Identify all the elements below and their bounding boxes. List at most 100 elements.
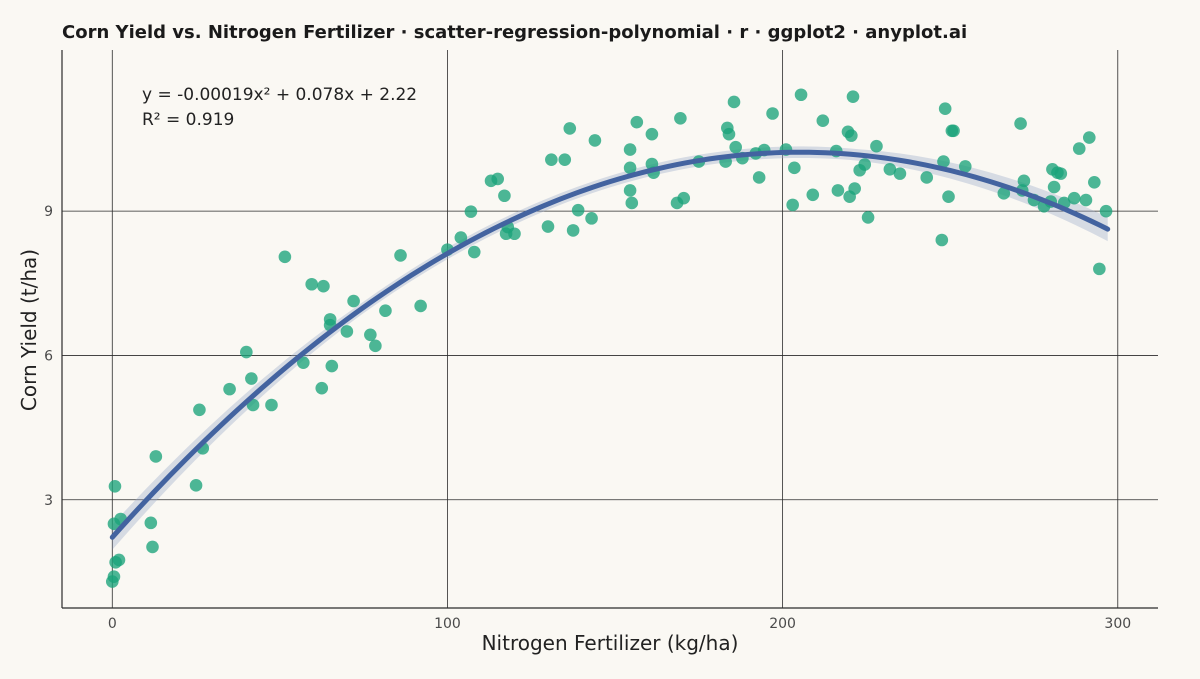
data-point (223, 382, 236, 396)
regression-fit-group (109, 149, 1111, 540)
data-point (845, 129, 858, 142)
data-point (786, 198, 799, 212)
data-point (729, 140, 742, 154)
regression-annotation: y = -0.00019x² + 0.078x + 2.22 R² = 0.91… (142, 85, 417, 130)
data-point (278, 250, 292, 264)
data-point (677, 191, 691, 205)
data-point (935, 233, 949, 247)
data-point (942, 190, 955, 204)
x-tick-label: 200 (769, 616, 796, 632)
x-tick-label: 0 (108, 616, 117, 632)
data-point (674, 112, 687, 125)
data-point (325, 359, 339, 373)
data-point (317, 279, 330, 293)
data-point (265, 398, 278, 412)
data-point (722, 127, 736, 141)
data-point (858, 158, 872, 171)
equation-label: y = -0.00019x² + 0.078x + 2.22 (142, 85, 417, 105)
data-point (870, 139, 883, 153)
data-point (588, 134, 602, 147)
axes (61, 50, 1158, 609)
data-point (571, 203, 585, 217)
data-point (1054, 167, 1068, 180)
data-point (369, 339, 382, 353)
data-point (305, 277, 319, 291)
y-tick-label: 6 (44, 348, 53, 364)
data-point (545, 153, 558, 166)
data-point (831, 184, 845, 197)
confidence-band (112, 146, 1108, 550)
data-point (566, 224, 580, 237)
data-point (1079, 193, 1093, 207)
data-point (727, 95, 741, 109)
data-point (144, 516, 158, 530)
grid-lines (62, 50, 1158, 608)
data-point (958, 160, 972, 173)
x-tick-label: 100 (434, 616, 461, 632)
data-point (883, 163, 897, 176)
data-point (1067, 191, 1081, 205)
data-point (240, 345, 253, 359)
data-point (347, 294, 360, 308)
data-point (108, 480, 122, 493)
data-point (625, 196, 639, 210)
chart-title: Corn Yield vs. Nitrogen Fertilizer · sca… (62, 22, 967, 43)
tick-labels: 0 100 200 300 3 6 9 (44, 204, 1131, 632)
data-point (498, 189, 511, 203)
data-point (938, 102, 952, 115)
data-point (623, 184, 637, 197)
data-point (149, 450, 163, 463)
data-point (107, 570, 121, 584)
data-point (541, 220, 555, 233)
scatter-points (105, 88, 1113, 588)
data-point (146, 540, 159, 554)
data-point (245, 372, 258, 385)
r-squared-label: R² = 0.919 (142, 110, 234, 130)
data-point (623, 143, 637, 156)
data-point (315, 381, 329, 395)
data-point (1093, 262, 1106, 276)
data-point (1014, 117, 1027, 130)
data-point (340, 325, 354, 338)
data-point (1099, 204, 1113, 218)
data-point (893, 167, 907, 180)
data-point (193, 403, 206, 417)
data-point (508, 227, 521, 241)
data-point (816, 114, 830, 128)
data-point (491, 172, 505, 186)
y-axis-title: Corn Yield (t/ha) (17, 249, 41, 411)
data-point (464, 205, 478, 218)
data-point (467, 245, 481, 259)
data-point (454, 231, 468, 244)
data-point (1088, 175, 1101, 189)
data-point (623, 161, 637, 175)
data-point (563, 122, 577, 135)
data-point (189, 479, 203, 492)
data-point (297, 356, 310, 369)
data-point (394, 249, 407, 262)
data-point (997, 187, 1011, 200)
data-point (414, 299, 427, 313)
data-point (752, 171, 766, 184)
x-axis-title: Nitrogen Fertilizer (kg/ha) (482, 631, 739, 655)
data-point (788, 161, 801, 175)
data-point (645, 127, 659, 141)
data-point (848, 182, 861, 195)
data-point (846, 90, 860, 103)
data-point (920, 171, 934, 184)
data-point (630, 115, 644, 129)
data-point (112, 553, 126, 567)
regression-curve (109, 149, 1111, 540)
data-point (937, 155, 950, 168)
data-point (1072, 142, 1086, 155)
data-point (1047, 180, 1061, 194)
data-point (947, 124, 960, 138)
x-tick-label: 300 (1104, 616, 1131, 632)
data-point (1017, 174, 1031, 188)
y-tick-label: 9 (44, 204, 53, 220)
data-point (766, 107, 779, 120)
data-point (585, 212, 598, 225)
data-point (1082, 131, 1096, 144)
